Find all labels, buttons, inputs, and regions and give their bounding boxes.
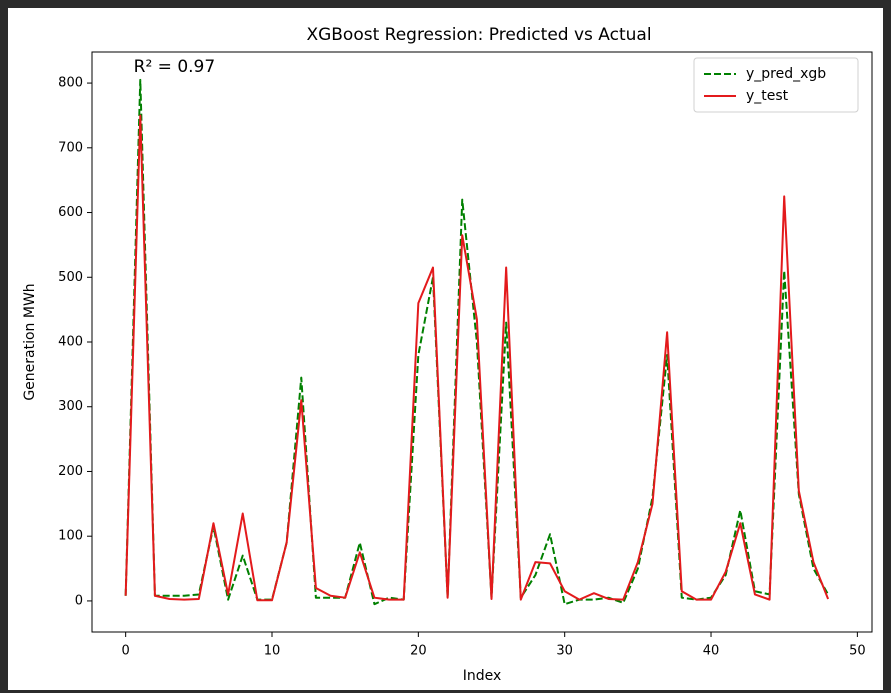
x-tick-label: 40 xyxy=(703,644,720,659)
y-tick-label: 400 xyxy=(58,335,83,350)
axes-frame xyxy=(91,51,873,633)
y-tick-label: 800 xyxy=(58,76,83,91)
x-tick-label: 20 xyxy=(410,644,427,659)
x-tick-label: 10 xyxy=(264,644,281,659)
y-axis-label: Generation MWh xyxy=(22,283,38,400)
legend-label: y_test xyxy=(746,88,789,104)
legend-box xyxy=(693,57,859,113)
data-line xyxy=(124,114,830,602)
chart-title: XGBoost Regression: Predicted vs Actual xyxy=(306,25,651,45)
x-tick-label: 50 xyxy=(849,644,866,659)
y-tick-label: 200 xyxy=(58,464,83,479)
legend-label: y_pred_xgb xyxy=(746,66,826,82)
x-tick-label: 30 xyxy=(556,644,573,659)
y-tick-label: 700 xyxy=(58,140,83,155)
legend: y_pred_xgb y_test xyxy=(693,57,859,113)
y-tick-label: 600 xyxy=(58,205,83,220)
annotation: R² = 0.97 xyxy=(134,57,216,77)
y-tick-label: 500 xyxy=(58,270,83,285)
y-tick-label: 0 xyxy=(75,593,83,608)
x-tick-label: 0 xyxy=(122,644,130,659)
y-tick-label: 100 xyxy=(58,529,83,544)
y-tick-label: 300 xyxy=(58,399,83,414)
x-axis-label: Index xyxy=(463,668,502,684)
